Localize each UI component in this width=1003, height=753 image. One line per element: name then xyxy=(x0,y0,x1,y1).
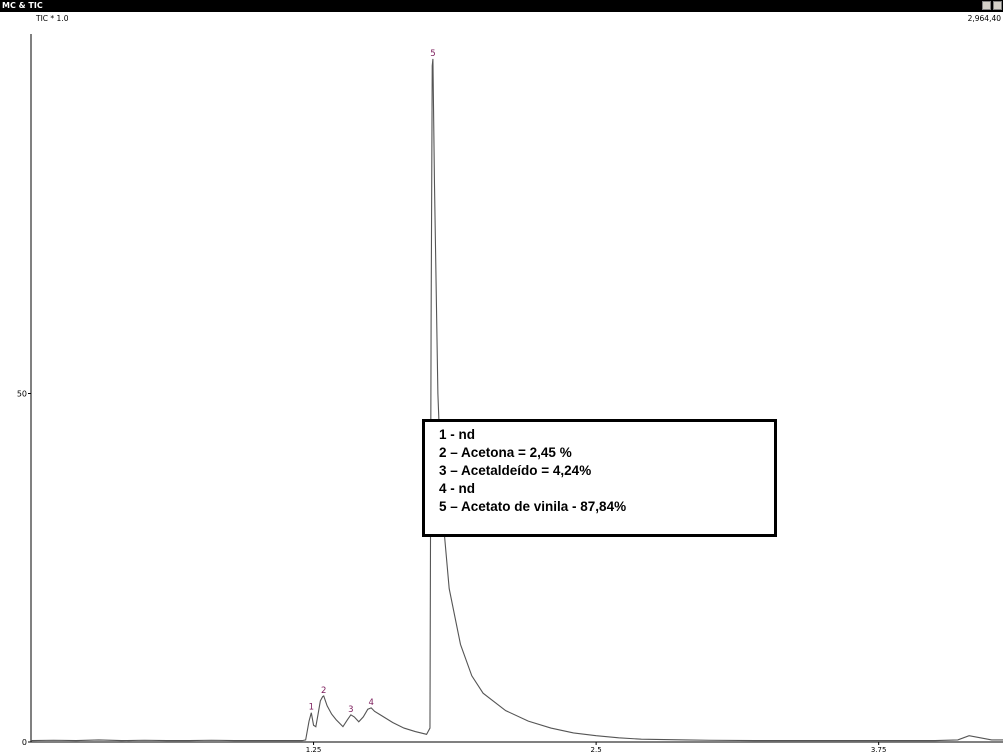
peak-label-5: 5 xyxy=(430,49,435,59)
legend-line-4: 4 - nd xyxy=(439,481,475,496)
x-ticks: 1.25 2.5 3.75 xyxy=(306,742,887,753)
y-ticks: 0 50 xyxy=(17,390,31,747)
x-tick-label-0: 1.25 xyxy=(306,746,322,753)
tic-trace xyxy=(30,58,1003,742)
legend-line-2: 2 – Acetona = 2,45 % xyxy=(439,445,572,460)
chromatogram-plot: TIC * 1.0 2,964,40 0 50 1.25 2.5 3.75 12 3 4 5 xyxy=(17,14,1003,753)
y-tick-label-1: 50 xyxy=(17,390,27,399)
legend-line-3: 3 – Acetaldeído = 4,24% xyxy=(439,463,592,478)
x-tick-label-1: 2.5 xyxy=(591,746,602,753)
legend-line-5: 5 – Acetato de vinila - 87,84% xyxy=(439,499,627,514)
peak-label-3: 3 xyxy=(348,705,353,715)
series-label: TIC * 1.0 xyxy=(35,14,69,23)
compound-legend-box: 1 - nd 2 – Acetona = 2,45 % 3 – Acetalde… xyxy=(422,419,777,537)
x-tick-label-2: 3.75 xyxy=(871,746,887,753)
peak-label-2: 2 xyxy=(321,686,326,696)
window-title: MC & TIC xyxy=(2,1,43,10)
window-titlebar: MC & TIC xyxy=(0,0,1003,12)
y-tick-label-0: 0 xyxy=(22,738,27,747)
legend-line-1: 1 - nd xyxy=(439,427,475,442)
peak-label-4: 4 xyxy=(368,698,373,708)
max-intensity-label: 2,964,40 xyxy=(968,14,1002,23)
maximize-button[interactable] xyxy=(993,1,1002,10)
peak-labels: 12 3 4 5 xyxy=(309,49,436,715)
peak-label-1: 1 xyxy=(309,703,314,713)
minimize-button[interactable] xyxy=(982,1,991,10)
